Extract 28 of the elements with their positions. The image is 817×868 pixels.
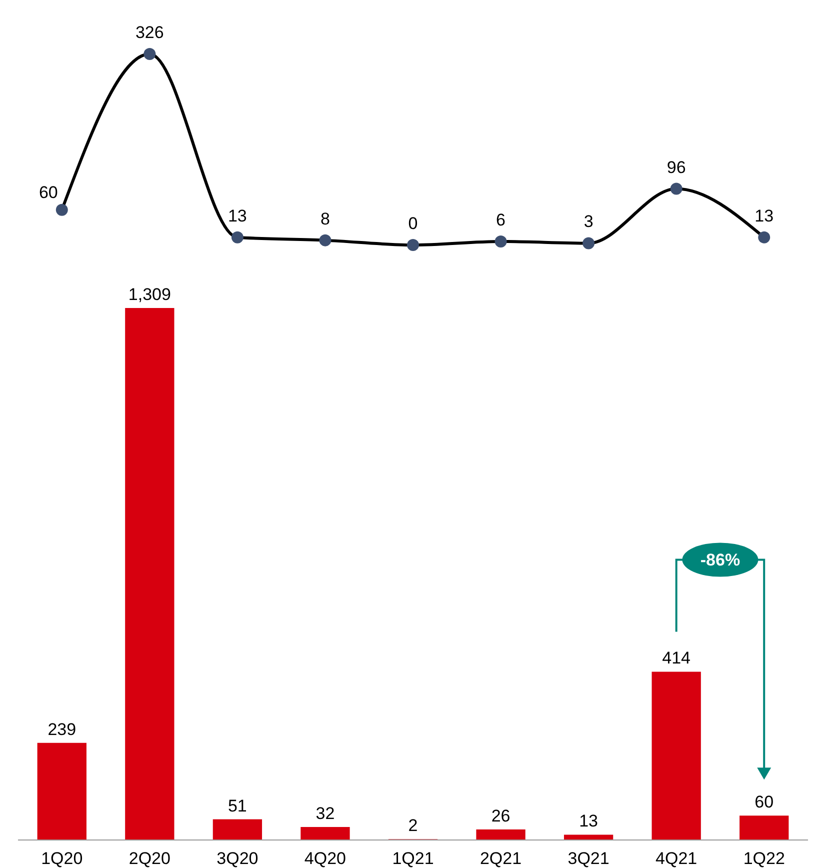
data-label: 96 <box>666 158 686 177</box>
data-label: 3 <box>584 212 594 232</box>
data-label: 326 <box>135 23 164 42</box>
data-label: 13 <box>754 206 774 226</box>
annotation: -86% <box>700 550 740 570</box>
data-label: 6 <box>496 210 506 230</box>
data-label: 51 <box>228 796 247 816</box>
data-label: 8 <box>320 209 330 228</box>
x-tick-label: 2Q21 <box>480 849 522 868</box>
data-label: 60 <box>754 792 774 812</box>
data-label: 0 <box>408 214 418 233</box>
data-label: 60 <box>38 182 58 202</box>
data-label: 2 <box>408 816 418 836</box>
data-label: 239 <box>48 720 76 739</box>
x-tick-label: 4Q21 <box>656 849 698 868</box>
data-label: 1,309 <box>128 285 171 304</box>
x-tick-label: 1Q21 <box>392 849 434 868</box>
x-tick-label: 3Q21 <box>568 849 610 868</box>
x-tick-label: 4Q20 <box>304 849 346 868</box>
x-tick-label: 1Q20 <box>41 849 83 868</box>
data-label: 32 <box>316 804 335 823</box>
data-label: 26 <box>491 806 510 826</box>
data-label: 414 <box>662 648 691 668</box>
x-tick-label: 3Q20 <box>216 849 258 868</box>
data-label: 13 <box>579 812 598 831</box>
x-tick-label: 1Q22 <box>743 849 785 868</box>
data-label: 13 <box>228 206 247 226</box>
x-tick-label: 2Q20 <box>128 849 170 868</box>
